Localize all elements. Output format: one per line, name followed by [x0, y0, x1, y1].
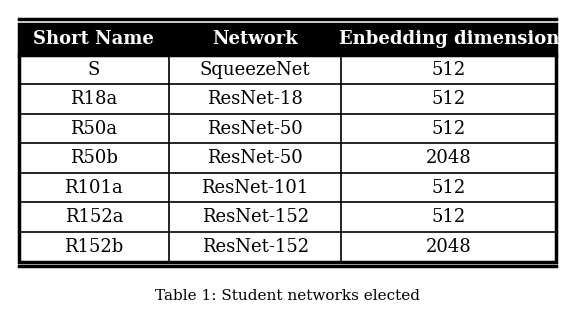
Text: 512: 512: [432, 60, 466, 79]
Text: 512: 512: [432, 120, 466, 138]
Text: Short Name: Short Name: [33, 30, 154, 48]
Text: ResNet-50: ResNet-50: [207, 149, 303, 167]
Text: S: S: [88, 60, 100, 79]
Text: SqueezeNet: SqueezeNet: [200, 60, 311, 79]
Text: 512: 512: [432, 90, 466, 108]
Bar: [19, 24, 556, 261]
Text: ResNet-101: ResNet-101: [202, 179, 309, 197]
Text: R18a: R18a: [70, 90, 117, 108]
Text: ResNet-50: ResNet-50: [207, 120, 303, 138]
Text: ResNet-152: ResNet-152: [202, 208, 309, 226]
Text: ResNet-152: ResNet-152: [202, 238, 309, 256]
Text: Table 1: Student networks elected: Table 1: Student networks elected: [155, 289, 420, 303]
Text: R152a: R152a: [64, 208, 123, 226]
Text: 512: 512: [432, 208, 466, 226]
Text: 2048: 2048: [426, 149, 472, 167]
Bar: [19, 24, 556, 55]
Text: R101a: R101a: [64, 179, 123, 197]
Text: Enbedding dimension: Enbedding dimension: [339, 30, 559, 48]
Text: Network: Network: [212, 30, 298, 48]
Text: R50a: R50a: [70, 120, 117, 138]
Text: R152b: R152b: [64, 238, 124, 256]
Text: 512: 512: [432, 179, 466, 197]
Text: 2048: 2048: [426, 238, 472, 256]
Text: ResNet-18: ResNet-18: [207, 90, 303, 108]
Text: R50b: R50b: [70, 149, 118, 167]
